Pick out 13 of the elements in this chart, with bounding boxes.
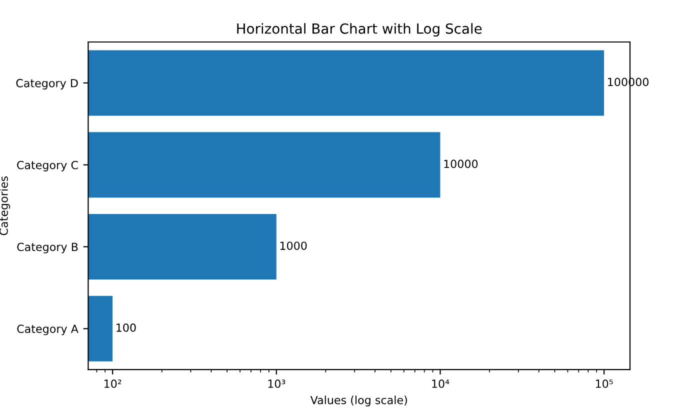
x-tick-label: 10² [104, 380, 122, 388]
y-tick-label: Category C [17, 160, 78, 172]
x-tick-label: 10⁴ [432, 380, 450, 388]
data-label: 1000 [280, 242, 307, 250]
x-tick-label: 10⁵ [596, 380, 613, 388]
data-label: 100 [116, 323, 136, 332]
y-tick-label: Category D [16, 78, 78, 90]
x-tick-label: 10³ [268, 380, 286, 388]
chart-title: Horizontal Bar Chart with Log Scale [237, 23, 482, 37]
y-tick-label: Category A [17, 324, 78, 336]
data-label: 10000 [444, 160, 478, 168]
x-axis-title: Values (log scale) [310, 396, 407, 406]
y-tick-label: Category B [17, 242, 78, 254]
